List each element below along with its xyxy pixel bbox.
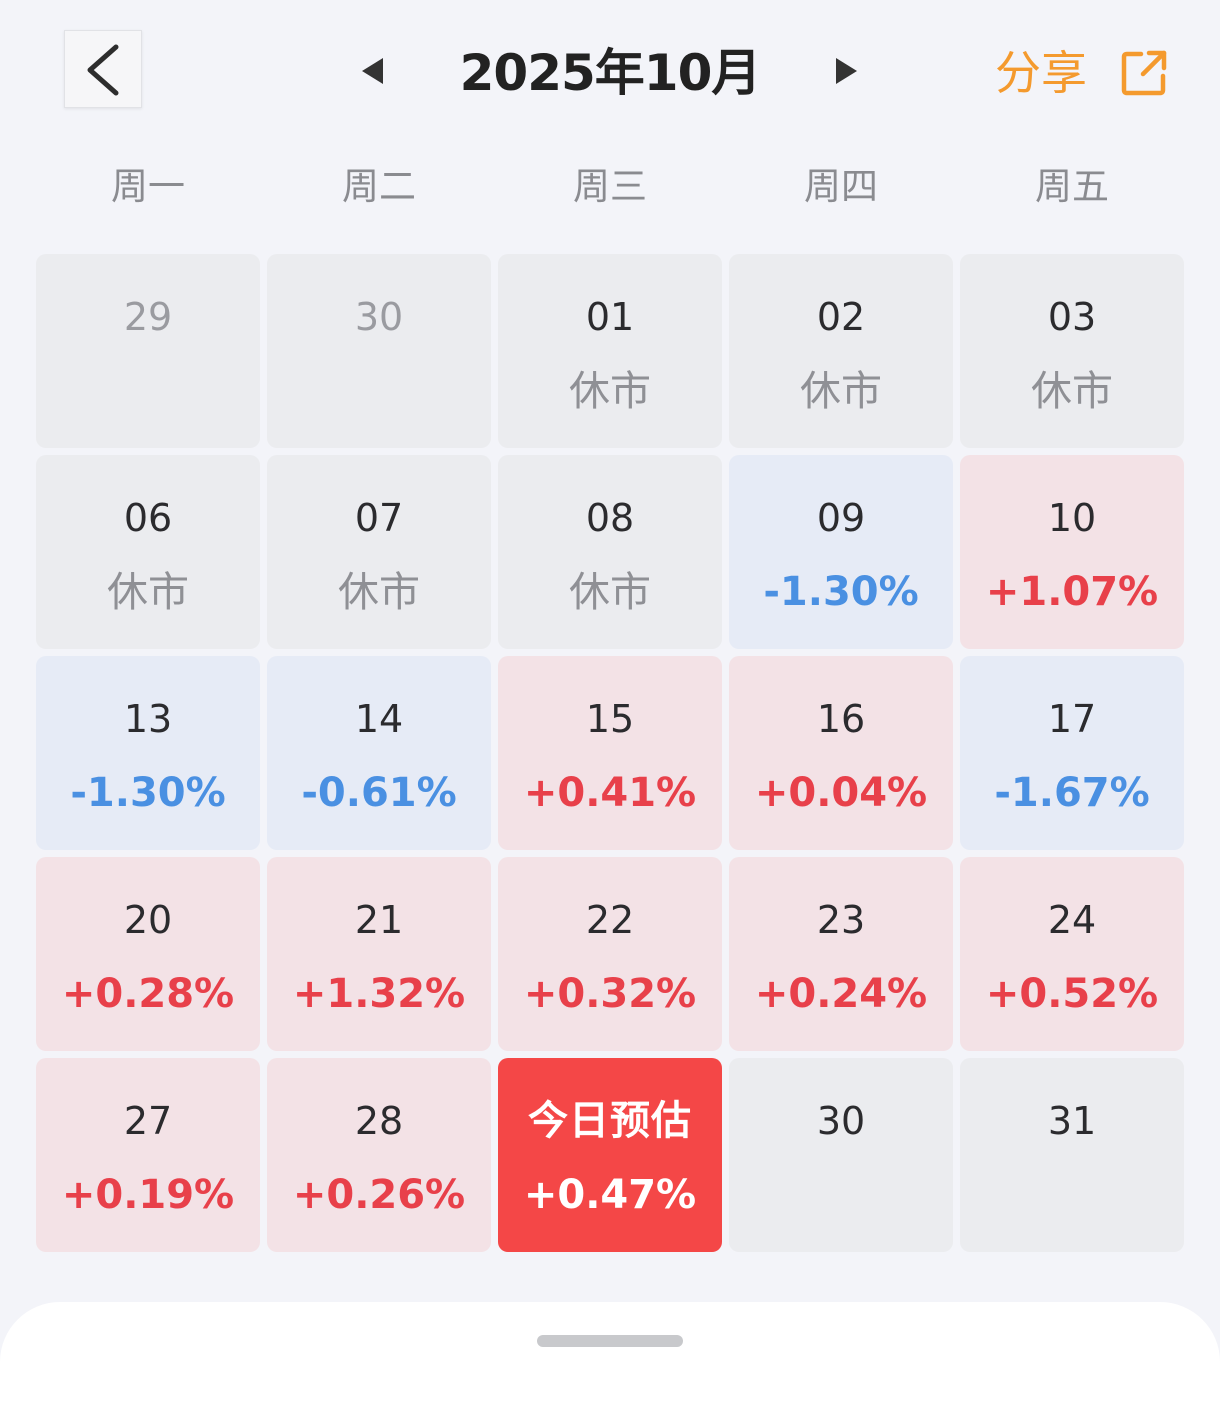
day-cell[interactable]: 24 +0.52% <box>960 857 1184 1051</box>
share-button[interactable]: 分享 <box>995 40 1175 110</box>
day-date: 01 <box>585 295 635 339</box>
day-change: +0.24% <box>754 971 928 1017</box>
day-change: 休市 <box>338 568 420 616</box>
day-date: 21 <box>354 898 404 942</box>
day-cell[interactable]: 01 休市 <box>498 254 722 448</box>
day-change: +1.07% <box>985 569 1159 615</box>
day-date: 23 <box>816 898 866 942</box>
day-date: 27 <box>123 1099 173 1143</box>
day-cell[interactable]: 21 +1.32% <box>267 857 491 1051</box>
day-cell[interactable]: 29 <box>36 254 260 448</box>
day-change: -1.30% <box>763 569 919 615</box>
day-date: 30 <box>816 1099 866 1143</box>
day-date: 30 <box>354 295 404 339</box>
day-cell[interactable]: 06 休市 <box>36 455 260 649</box>
day-change: +0.26% <box>292 1172 466 1218</box>
day-change: 休市 <box>1031 367 1113 415</box>
day-cell[interactable]: 22 +0.32% <box>498 857 722 1051</box>
day-change: +1.32% <box>292 971 466 1017</box>
prev-month-arrow-icon[interactable] <box>362 58 383 84</box>
day-cell[interactable]: 30 <box>267 254 491 448</box>
weekday-label: 周五 <box>1035 165 1109 208</box>
day-change: +0.19% <box>61 1172 235 1218</box>
day-date: 24 <box>1047 898 1097 942</box>
day-date: 13 <box>123 697 173 741</box>
day-cell[interactable]: 23 +0.24% <box>729 857 953 1051</box>
day-cell[interactable]: 09 -1.30% <box>729 455 953 649</box>
day-date: 02 <box>816 295 866 339</box>
day-date: 16 <box>816 697 866 741</box>
day-cell[interactable]: 14 -0.61% <box>267 656 491 850</box>
day-date: 06 <box>123 496 173 540</box>
day-cell[interactable]: 31 <box>960 1058 1184 1252</box>
day-change: 休市 <box>569 367 651 415</box>
share-label: 分享 <box>995 46 1087 100</box>
day-date: 28 <box>354 1099 404 1143</box>
sheet-drag-handle[interactable] <box>537 1335 683 1347</box>
day-date: 03 <box>1047 295 1097 339</box>
day-cell[interactable]: 30 <box>729 1058 953 1252</box>
day-change: -1.30% <box>70 770 226 816</box>
day-cell[interactable]: 15 +0.41% <box>498 656 722 850</box>
weekday-header: 周一 周二 周三 周四 周五 <box>36 150 1184 224</box>
day-date: 20 <box>123 898 173 942</box>
chevron-left-icon <box>87 44 119 96</box>
calendar-header: 2025年10月 分享 <box>0 0 1220 140</box>
weekday-label: 周三 <box>573 165 647 208</box>
day-change: +0.41% <box>523 770 697 816</box>
back-button[interactable] <box>64 30 142 108</box>
day-date: 31 <box>1047 1099 1097 1143</box>
day-change: -1.67% <box>994 770 1150 816</box>
day-cell[interactable]: 16 +0.04% <box>729 656 953 850</box>
next-month-arrow-icon[interactable] <box>836 58 857 84</box>
weekday-label: 周一 <box>111 165 185 208</box>
weekday-label: 周二 <box>342 165 416 208</box>
day-date: 08 <box>585 496 635 540</box>
month-title: 2025年10月 <box>459 44 762 102</box>
bottom-sheet <box>0 1302 1220 1422</box>
day-date: 07 <box>354 496 404 540</box>
day-cell[interactable]: 07 休市 <box>267 455 491 649</box>
day-date: 29 <box>123 295 173 339</box>
day-change: 休市 <box>800 367 882 415</box>
day-date: 10 <box>1047 496 1097 540</box>
share-external-icon <box>1121 50 1167 96</box>
day-cell[interactable]: 17 -1.67% <box>960 656 1184 850</box>
day-change: +0.28% <box>61 971 235 1017</box>
day-change: 休市 <box>107 568 189 616</box>
day-cell[interactable]: 03 休市 <box>960 254 1184 448</box>
day-change: +0.32% <box>523 971 697 1017</box>
day-date: 17 <box>1047 697 1097 741</box>
day-cell[interactable]: 10 +1.07% <box>960 455 1184 649</box>
day-change: +0.52% <box>985 971 1159 1017</box>
day-change: -0.61% <box>301 770 457 816</box>
day-cell[interactable]: 02 休市 <box>729 254 953 448</box>
day-cell[interactable]: 13 -1.30% <box>36 656 260 850</box>
day-change: 休市 <box>569 568 651 616</box>
day-cell[interactable]: 28 +0.26% <box>267 1058 491 1252</box>
weekday-label: 周四 <box>804 165 878 208</box>
today-estimate-label: 今日预估 <box>528 1098 692 1144</box>
day-date: 14 <box>354 697 404 741</box>
day-date: 22 <box>585 898 635 942</box>
calendar-grid: 29 30 01 休市 02 休市 03 休市 06 休市 07 休市 08 休市 09 -1… <box>36 254 1184 1254</box>
day-date: 09 <box>816 496 866 540</box>
day-change: +0.04% <box>754 770 928 816</box>
today-estimate-change: +0.47% <box>523 1172 697 1218</box>
day-cell[interactable]: 27 +0.19% <box>36 1058 260 1252</box>
day-cell[interactable]: 08 休市 <box>498 455 722 649</box>
today-estimate-cell[interactable]: 今日预估 +0.47% <box>498 1058 722 1252</box>
day-date: 15 <box>585 697 635 741</box>
day-cell[interactable]: 20 +0.28% <box>36 857 260 1051</box>
